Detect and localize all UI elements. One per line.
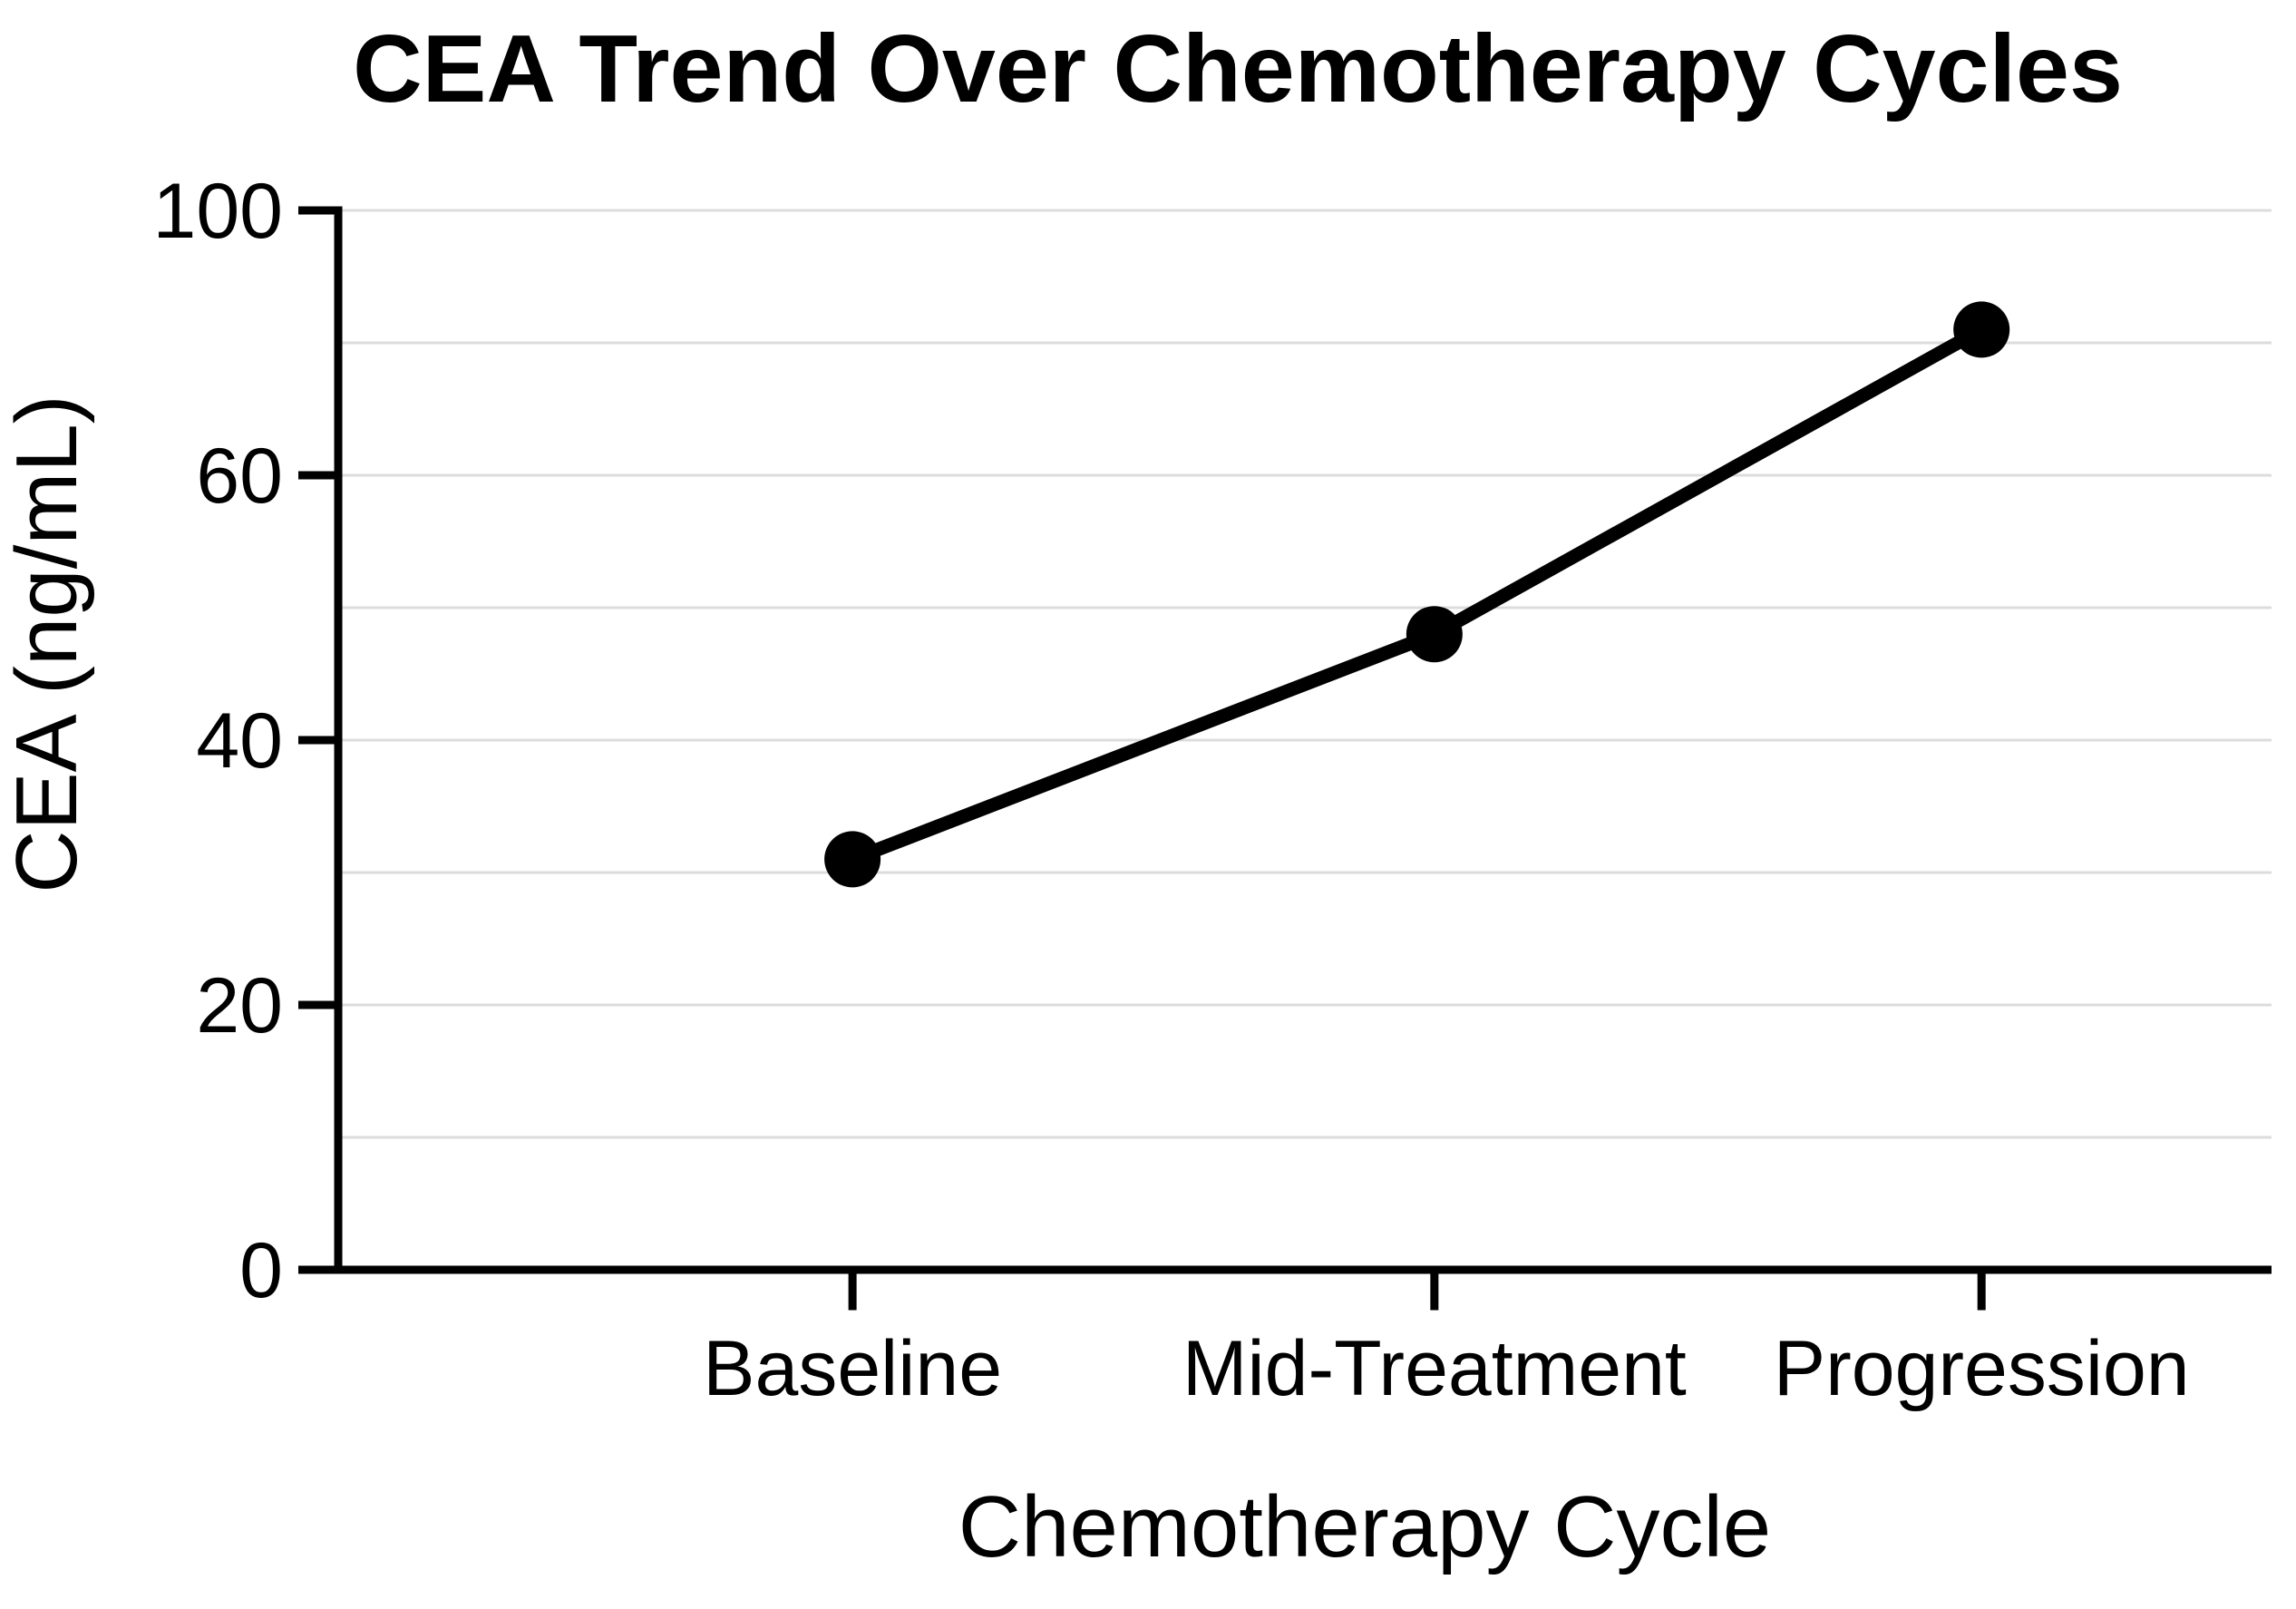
y-axis-label: CEA (ng/mL)	[0, 395, 95, 893]
x-tick-label: Baseline	[703, 1325, 1002, 1412]
axis-layer	[298, 206, 2272, 1311]
y-tick-label: 0	[239, 1227, 283, 1314]
y-tick-label: 20	[196, 962, 283, 1049]
y-tick-label: 100	[153, 168, 284, 255]
tick-label-layer: 0 20 40 60 100 Baseline Mid-Treatment Progressi…	[153, 168, 2190, 1412]
x-axis-label: Chemotherapy Cycle	[958, 1478, 1771, 1575]
series-layer	[824, 301, 2010, 888]
series-line	[845, 322, 1989, 866]
data-point-marker-progression	[1953, 301, 2010, 358]
y-tick-label: 60	[196, 433, 283, 520]
chart-title: CEA Trend Over Chemotherapy Cycles	[353, 15, 2123, 122]
x-tick-label: Progression	[1774, 1325, 2190, 1412]
data-point-marker-baseline	[824, 831, 881, 888]
data-point-marker-mid-treatment	[1406, 606, 1463, 663]
y-tick-label: 40	[196, 697, 283, 785]
x-tick-label: Mid-Treatment	[1182, 1325, 1687, 1412]
gridline-layer	[338, 209, 2272, 1139]
